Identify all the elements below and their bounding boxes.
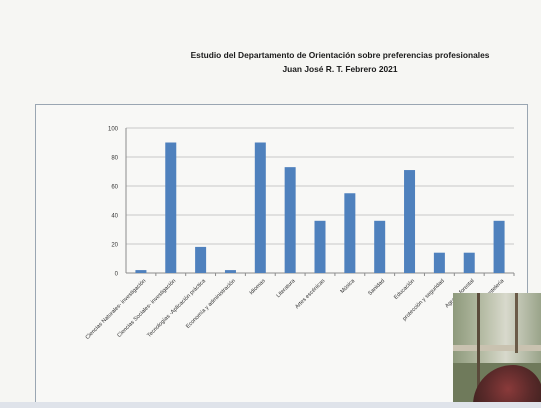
bar [493, 220, 505, 273]
x-tick-label: Ciencias Sociales- investigación [116, 278, 177, 339]
bar [224, 270, 236, 273]
chart-title-block: Estudio del Departamento de Orientación … [150, 48, 530, 76]
bottom-edge [0, 402, 541, 408]
bar [254, 142, 266, 273]
x-tick-label: Literatura [276, 278, 298, 300]
chart-title: Estudio del Departamento de Orientación … [190, 50, 490, 60]
x-tick-label: Música [339, 278, 356, 295]
bar-chart: 0 20 40 60 80 100 Ciencias Naturales- investig… [85, 127, 515, 341]
bar [135, 270, 147, 273]
x-tick-label: Tecnologías -Aplicación práctica [146, 278, 207, 339]
bar [165, 142, 177, 273]
y-tick-label: 60 [111, 185, 118, 191]
x-tick-label: Sanidad [367, 278, 386, 297]
chart-subtitle: Juan José R. T. Febrero 2021 [282, 64, 398, 74]
bar [195, 246, 207, 273]
x-tick-label: Educación [393, 278, 416, 301]
bar [404, 170, 416, 273]
bar [314, 220, 326, 273]
x-tick-label: Artes escénicas [294, 278, 326, 310]
bar [433, 252, 445, 273]
y-tick-label: 100 [108, 127, 119, 133]
x-tick-label: Economía y administración [185, 278, 237, 330]
y-tick-label: 0 [115, 272, 119, 278]
chart-area: 0 20 40 60 80 100 Ciencias Naturales- investig… [35, 104, 528, 406]
bar [374, 220, 386, 273]
webcam-video-thumbnail[interactable] [453, 293, 541, 408]
bar [284, 167, 296, 273]
photo-window-frame [515, 293, 518, 353]
y-tick-label: 40 [111, 214, 118, 220]
y-tick-label: 20 [111, 243, 118, 249]
photo-shelf [453, 345, 541, 351]
x-tick-label: Ciencias Naturales- investigación [85, 278, 148, 341]
photo-background [453, 293, 541, 363]
x-tick-label: Idiomas [249, 278, 267, 296]
y-tick-label: 80 [111, 156, 118, 162]
photo-door-frame [477, 293, 480, 408]
bar [344, 193, 356, 273]
bar [463, 252, 475, 273]
